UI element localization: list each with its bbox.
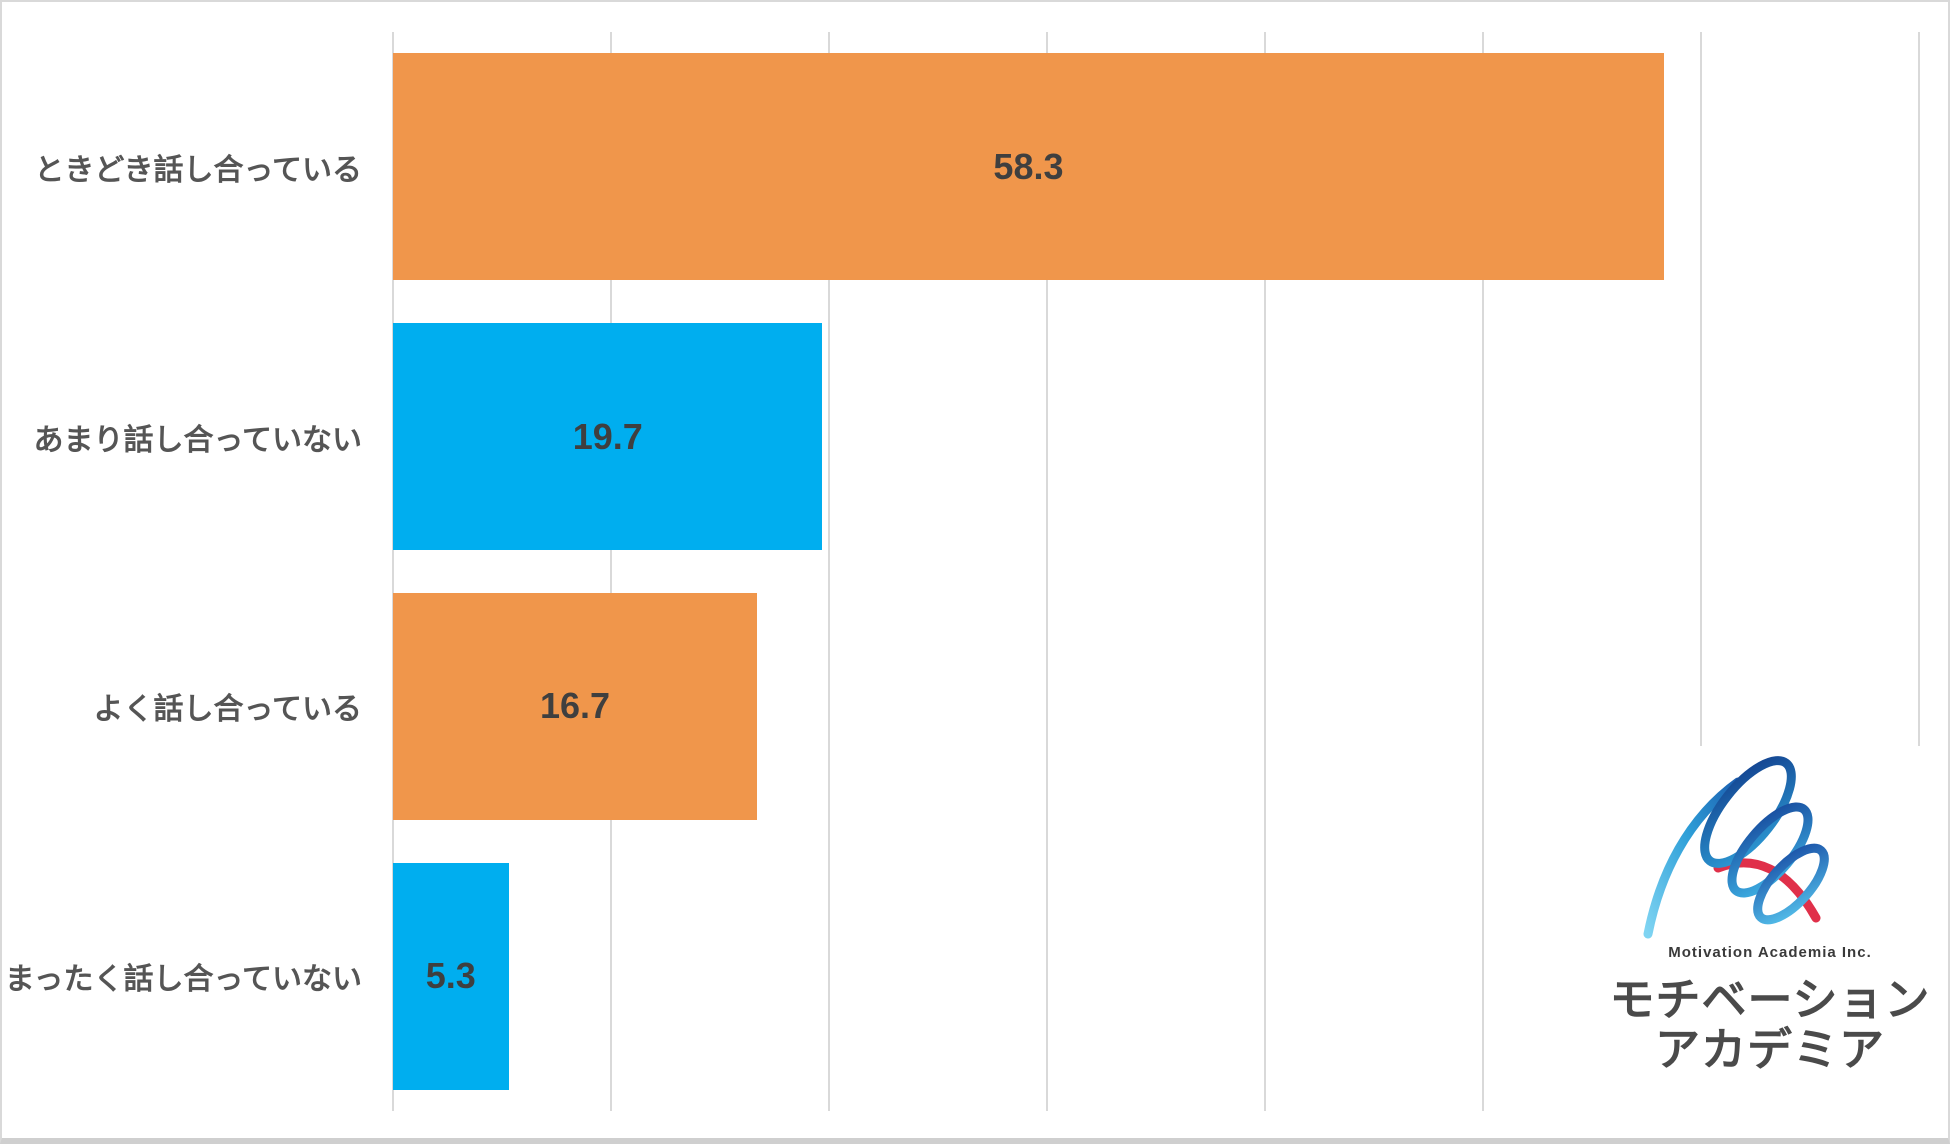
bar: 5.3: [393, 862, 509, 1090]
gridline: [1046, 32, 1048, 1111]
value-label: 58.3: [993, 145, 1064, 187]
bar: 58.3: [393, 53, 1664, 281]
gridline: [1918, 32, 1920, 1111]
gridline: [1264, 32, 1266, 1111]
company-name-jp-line2: アカデミア: [1655, 1024, 1886, 1076]
company-name-en: Motivation Academia Inc.: [1668, 944, 1872, 961]
value-label: 5.3: [425, 955, 476, 997]
gridline: [1700, 32, 1702, 1111]
company-name-jp: モチベーション アカデミア: [1609, 974, 1931, 1076]
bar-row: ときどき話し合っている 58.3: [2, 32, 1948, 302]
gridline: [392, 32, 394, 1111]
gridline: [610, 32, 612, 1111]
value-label: 16.7: [539, 685, 611, 727]
category-label: ときどき話し合っている: [34, 153, 362, 187]
category-label: あまり話し合っていない: [33, 423, 363, 457]
gridline: [1482, 32, 1484, 1111]
bar: 19.7: [393, 323, 823, 551]
bar-row: まったく話し合っていない 5.3: [2, 841, 1948, 1111]
gridline: [828, 32, 830, 1111]
bar-row: よく話し合っている 16.7: [2, 572, 1948, 842]
company-logo: Motivation Academia Inc. モチベーション アカデミア: [1609, 746, 1930, 1112]
motivation-academia-logo-icon: [1643, 756, 1829, 939]
bar: 16.7: [393, 592, 758, 820]
bar-row: あまり話し合っていない 19.7: [2, 302, 1948, 572]
category-label: よく話し合っている: [93, 693, 363, 727]
value-label: 19.7: [572, 415, 643, 457]
company-name-jp-line1: モチベーション: [1609, 974, 1931, 1025]
category-label: まったく話し合っていない: [4, 963, 362, 997]
